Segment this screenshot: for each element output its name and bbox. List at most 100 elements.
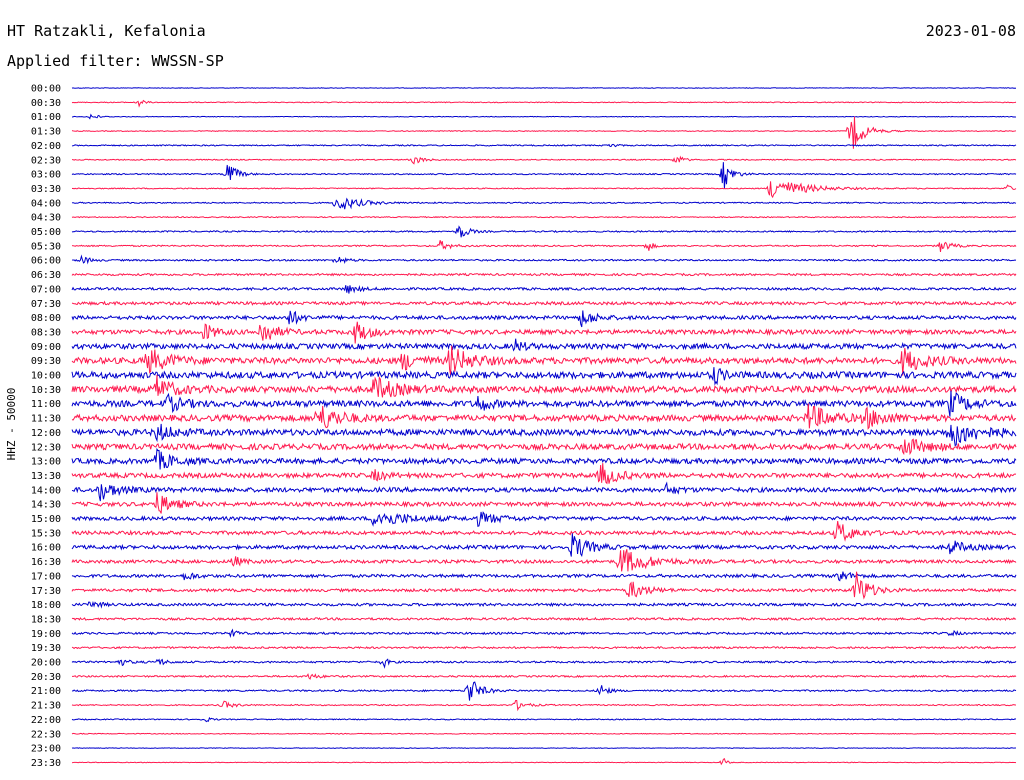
- trace-0900: [71, 338, 1017, 352]
- station-title: HT Ratzakli, Kefalonia: [7, 22, 206, 40]
- trace-0400: [71, 197, 1017, 210]
- row-label-1730: 17:30: [31, 586, 61, 597]
- trace-1200: [71, 423, 1017, 447]
- trace-0530: [71, 240, 1017, 253]
- row-label-1030: 10:30: [31, 385, 61, 396]
- trace-0100: [71, 113, 1017, 120]
- row-label-1330: 13:30: [31, 471, 61, 482]
- trace-0500: [71, 225, 1017, 238]
- row-label-0130: 01:30: [31, 127, 61, 138]
- channel-axis-label: HHZ - 50000: [5, 388, 18, 461]
- row-label-1300: 13:00: [31, 457, 61, 468]
- row-label-1800: 18:00: [31, 600, 61, 611]
- row-label-0200: 02:00: [31, 141, 61, 152]
- row-label-1500: 15:00: [31, 514, 61, 525]
- trace-1900: [71, 628, 1017, 638]
- trace-1830: [71, 616, 1017, 622]
- trace-0630: [71, 272, 1017, 277]
- row-label-1400: 14:00: [31, 485, 61, 496]
- row-label-2230: 22:30: [31, 729, 61, 740]
- row-label-1230: 12:30: [31, 442, 61, 453]
- row-label-1430: 14:30: [31, 500, 61, 511]
- trace-2130: [71, 699, 1017, 712]
- row-label-1630: 16:30: [31, 557, 61, 568]
- row-label-0830: 08:30: [31, 327, 61, 338]
- trace-2200: [71, 716, 1017, 723]
- row-label-0430: 04:30: [31, 213, 61, 224]
- trace-0230: [71, 155, 1017, 165]
- trace-1130: [71, 403, 1017, 430]
- trace-1230: [71, 438, 1017, 456]
- row-label-2030: 20:30: [31, 672, 61, 683]
- trace-0600: [71, 254, 1017, 265]
- row-label-0100: 01:00: [31, 112, 61, 123]
- trace-1330: [71, 463, 1017, 485]
- row-label-0330: 03:30: [31, 184, 61, 195]
- trace-0330: [71, 181, 1017, 199]
- row-label-0500: 05:00: [31, 227, 61, 238]
- row-label-0700: 07:00: [31, 284, 61, 295]
- row-label-1530: 15:30: [31, 528, 61, 539]
- trace-2230: [71, 732, 1017, 735]
- trace-0730: [71, 300, 1017, 307]
- trace-0130: [71, 116, 1017, 149]
- row-label-0000: 00:00: [31, 84, 61, 95]
- row-label-2200: 22:00: [31, 715, 61, 726]
- row-label-2000: 20:00: [31, 658, 61, 669]
- trace-1300: [71, 447, 1017, 470]
- trace-2100: [71, 681, 1017, 701]
- row-label-1930: 19:30: [31, 643, 61, 654]
- row-label-1100: 11:00: [31, 399, 61, 410]
- trace-0800: [71, 310, 1017, 328]
- row-label-1600: 16:00: [31, 543, 61, 554]
- trace-2330: [71, 757, 1017, 766]
- trace-1030: [71, 374, 1017, 398]
- trace-0930: [71, 345, 1017, 376]
- row-label-0800: 08:00: [31, 313, 61, 324]
- row-label-0600: 06:00: [31, 256, 61, 267]
- filter-label: Applied filter: WWSSN-SP: [7, 52, 224, 70]
- row-label-0400: 04:00: [31, 198, 61, 209]
- trace-1500: [71, 511, 1017, 528]
- row-label-1200: 12:00: [31, 428, 61, 439]
- trace-1400: [71, 481, 1017, 502]
- row-label-2130: 21:30: [31, 701, 61, 712]
- trace-1100: [71, 390, 1017, 417]
- trace-2000: [71, 658, 1017, 669]
- row-label-0630: 06:30: [31, 270, 61, 281]
- trace-0000: [71, 87, 1017, 89]
- trace-0200: [71, 143, 1017, 148]
- row-label-0930: 09:30: [31, 356, 61, 367]
- row-label-1700: 17:00: [31, 571, 61, 582]
- row-label-0230: 02:30: [31, 155, 61, 166]
- trace-1930: [71, 645, 1017, 650]
- trace-1800: [71, 600, 1017, 609]
- row-label-2330: 23:30: [31, 758, 61, 769]
- trace-1730: [71, 571, 1017, 600]
- trace-1600: [71, 533, 1017, 557]
- row-label-2300: 23:00: [31, 744, 61, 755]
- trace-1700: [71, 571, 1017, 582]
- trace-1000: [71, 367, 1017, 386]
- trace-0830: [71, 321, 1017, 344]
- row-label-0730: 07:30: [31, 299, 61, 310]
- trace-1630: [71, 549, 1017, 572]
- trace-0430: [71, 216, 1017, 219]
- trace-0700: [71, 284, 1017, 294]
- row-label-0300: 03:00: [31, 170, 61, 181]
- row-label-1900: 19:00: [31, 629, 61, 640]
- record-date: 2023-01-08: [926, 22, 1016, 40]
- trace-1430: [71, 492, 1017, 514]
- row-label-1830: 18:30: [31, 614, 61, 625]
- row-label-1130: 11:30: [31, 414, 61, 425]
- row-label-1000: 10:00: [31, 371, 61, 382]
- row-label-0030: 00:30: [31, 98, 61, 109]
- seismic-traces: [71, 87, 1017, 766]
- trace-2300: [71, 747, 1017, 749]
- trace-0030: [71, 99, 1017, 108]
- row-time-labels: 00:00 00:30 01:00 01:30 02:00 02:30 03:00 03:30…: [31, 84, 61, 769]
- trace-1530: [71, 521, 1017, 542]
- trace-2030: [71, 673, 1017, 680]
- row-label-0900: 09:00: [31, 342, 61, 353]
